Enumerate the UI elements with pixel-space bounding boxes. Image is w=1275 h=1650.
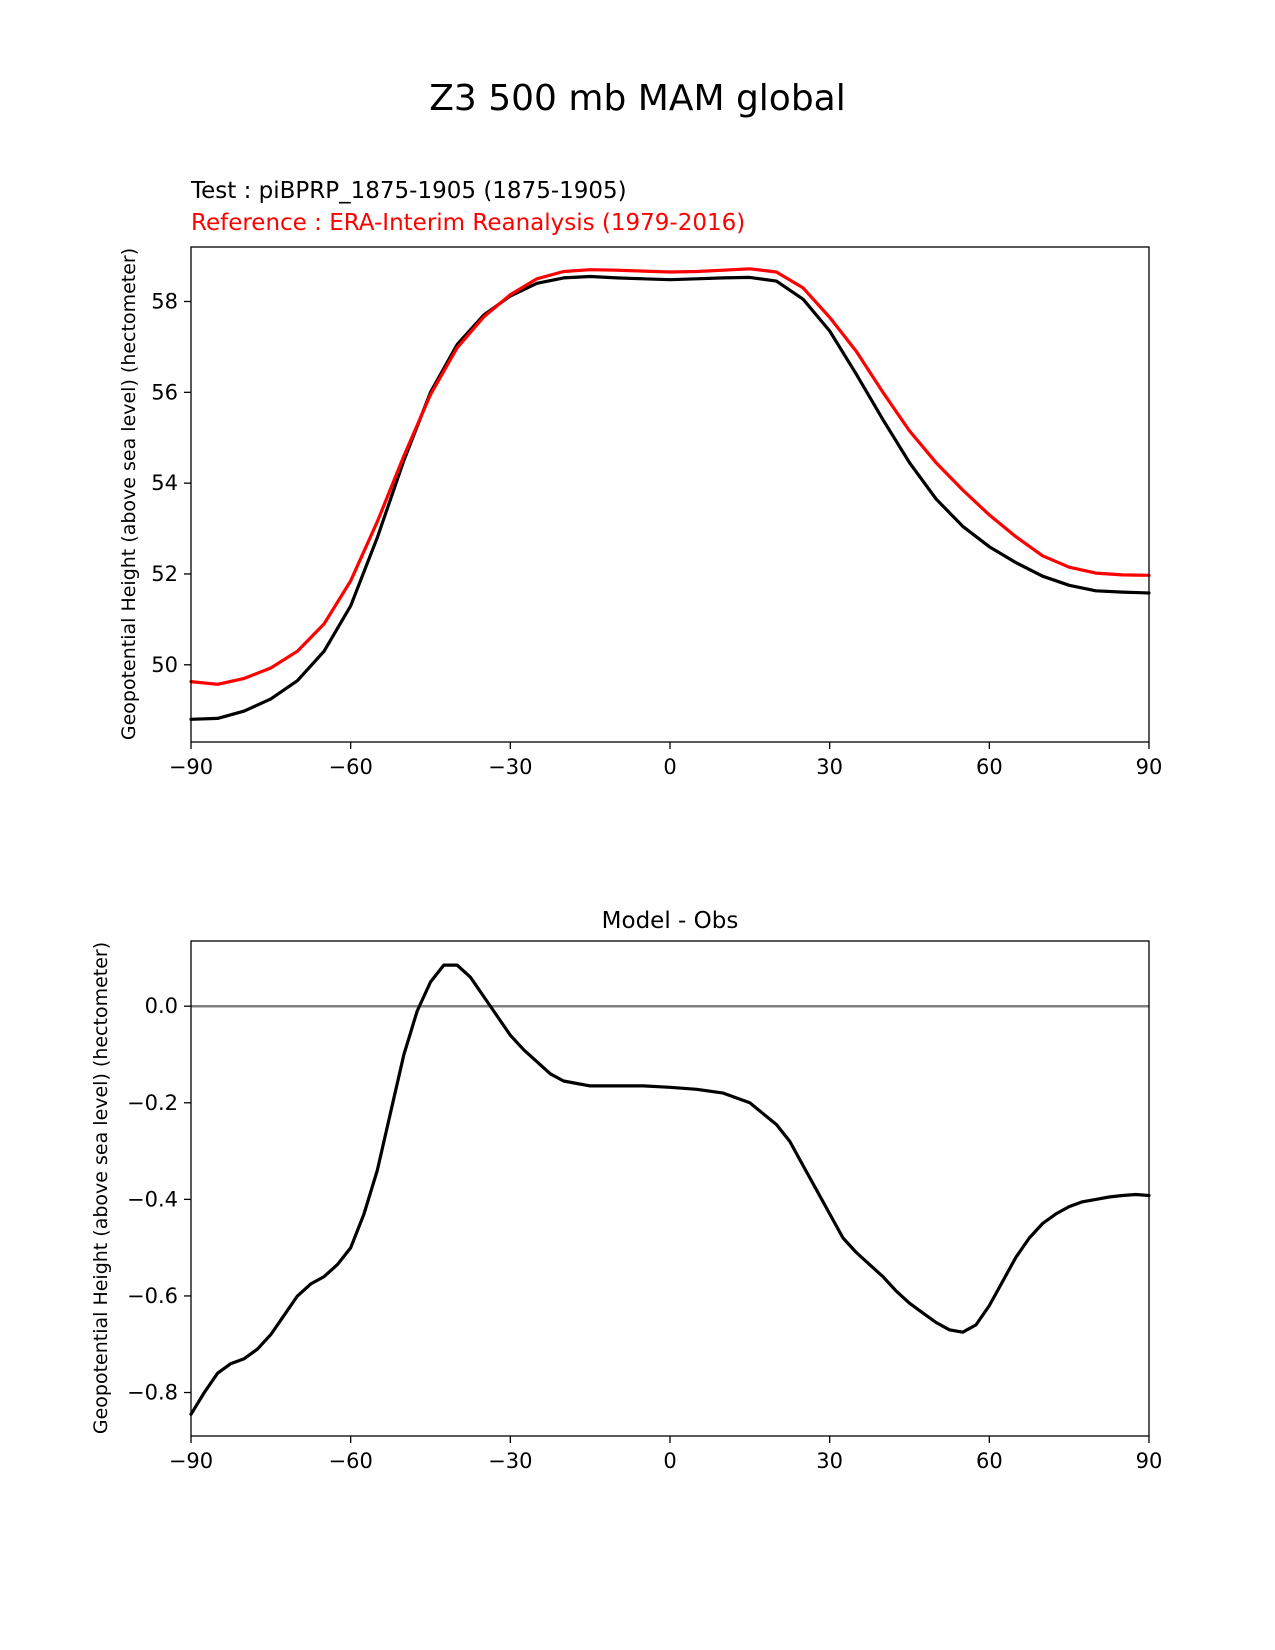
bottom-y-tick-label: −0.4 (127, 1187, 178, 1211)
top-plot-lines (189, 267, 1151, 721)
bottom-x-tick-label: −60 (329, 1449, 373, 1473)
bottom-y-tick-label: −0.6 (127, 1284, 178, 1308)
top-x-tick-label: 60 (976, 755, 1003, 779)
top-x-tick-label: −90 (169, 755, 213, 779)
top-x-tick-label: −30 (488, 755, 532, 779)
reference-title: Reference : ERA-Interim Reanalysis (1979… (191, 210, 745, 236)
top-y-tick-label: 50 (151, 653, 178, 677)
bottom-plot-lines (189, 963, 1151, 1416)
bottom-x-tick-label: 30 (816, 1449, 843, 1473)
bottom-y-tick-label: −0.2 (127, 1091, 178, 1115)
top-y-tick-label: 52 (151, 562, 178, 586)
bottom-x-tick-label: −90 (169, 1449, 213, 1473)
top-x-tick-label: −60 (329, 755, 373, 779)
top-y-tick-label: 54 (151, 471, 178, 495)
bottom-ticks: −90 −60 −30 0 30 60 90 −0.8 −0.6 −0.4 −0.2 0.0 (127, 994, 1162, 1473)
top-series-test (189, 274, 1151, 721)
top-x-tick-label: 90 (1136, 755, 1163, 779)
bottom-y-tick-label: 0.0 (145, 994, 178, 1018)
top-y-tick-label: 56 (151, 380, 178, 404)
top-x-tick-label: 0 (663, 755, 676, 779)
bottom-x-tick-label: 60 (976, 1449, 1003, 1473)
top-x-tick-label: 30 (816, 755, 843, 779)
top-series-reference (189, 267, 1151, 686)
top-axes-frame (190, 246, 1150, 743)
bottom-x-tick-label: 90 (1136, 1449, 1163, 1473)
top-y-axis-label: Geopotential Height (above sea level) (h… (118, 248, 140, 740)
bottom-y-tick-label: −0.8 (127, 1381, 178, 1405)
top-panel: Test : piBPRP_1875-1905 (1875-1905) Refe… (118, 178, 1162, 779)
bottom-x-tick-label: −30 (488, 1449, 532, 1473)
bottom-title: Model - Obs (602, 908, 739, 934)
bottom-y-axis-label: Geopotential Height (above sea level) (h… (90, 942, 112, 1434)
top-ticks: −90 −60 −30 0 30 60 90 50 52 54 56 58 (151, 289, 1162, 779)
bottom-series-model-obs (189, 963, 1151, 1416)
bottom-axes-frame (190, 940, 1150, 1437)
top-y-tick-label: 58 (151, 289, 178, 313)
bottom-panel: Model - Obs Geopotential Height (above s… (90, 908, 1162, 1473)
bottom-x-tick-label: 0 (663, 1449, 676, 1473)
figure-suptitle: Z3 500 mb MAM global (429, 78, 846, 119)
test-title: Test : piBPRP_1875-1905 (1875-1905) (190, 178, 627, 204)
